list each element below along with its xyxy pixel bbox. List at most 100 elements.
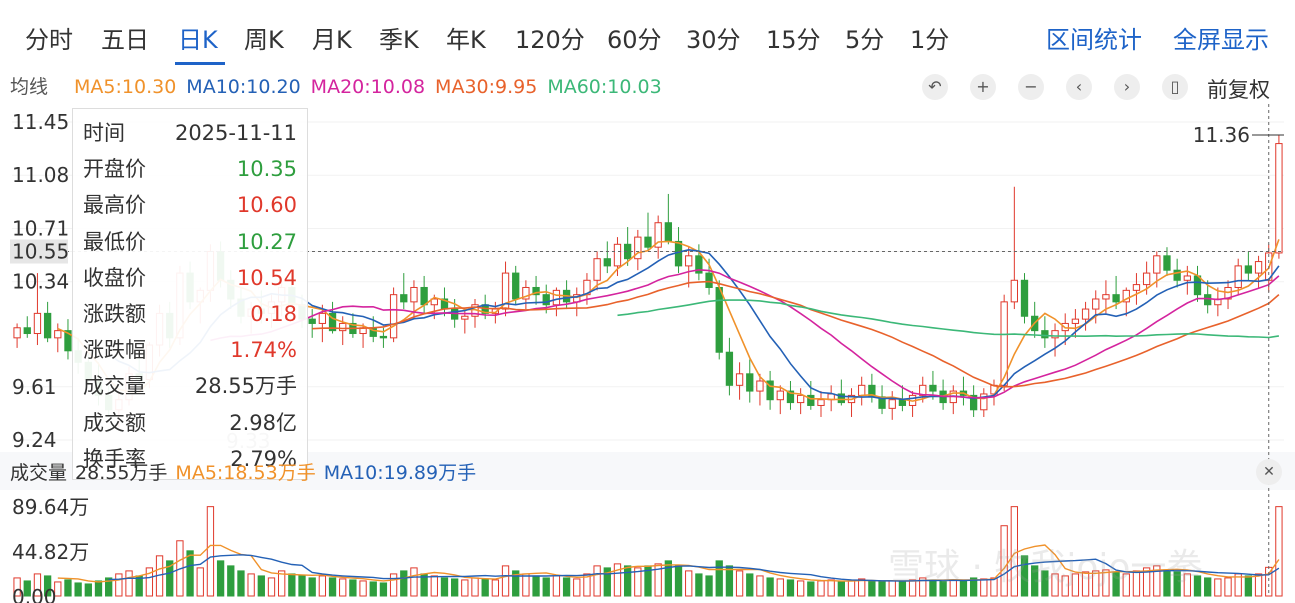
tooltip-row: 换手率 2.79% (83, 441, 297, 477)
price-tick-label: 10.71 (12, 216, 69, 240)
volume-bar (919, 577, 927, 597)
tab-8[interactable]: 120分 (515, 26, 585, 54)
candle-body (1041, 330, 1049, 339)
candle-body (725, 351, 734, 386)
tooltip-value: 1.74% (230, 338, 297, 363)
chevron-left-icon[interactable]: ‹ (1066, 74, 1092, 100)
tooltip-row: 开盘价 10.35 (83, 151, 297, 187)
candle-icon[interactable]: ▯ (1162, 74, 1188, 100)
volume-bar (1153, 565, 1161, 597)
volume-bar (481, 578, 489, 597)
candle-body (328, 312, 337, 332)
tab-3[interactable]: 日K (178, 26, 218, 54)
tab-2[interactable]: 五日 (101, 26, 149, 54)
volume-tick-label: 0.00 (12, 585, 57, 603)
tab-1[interactable]: 分时 (25, 26, 73, 54)
range-stats-link[interactable]: 区间统计 (1046, 26, 1142, 54)
volume-bar (542, 577, 550, 597)
volume-bar (33, 573, 42, 597)
candle-body (33, 312, 42, 335)
candle-body (13, 327, 21, 339)
last-price-label: 11.36 (1193, 123, 1250, 147)
volume-bar (461, 579, 469, 597)
zoom-out-icon[interactable]: − (1018, 74, 1044, 100)
volume-bar (216, 560, 225, 597)
period-tab-bar: 分时 五日 日K 周K 月K 季K 年K 120分 60分 30分 15分 5分 1分 (0, 0, 1295, 74)
volume-bar (1224, 577, 1232, 597)
volume-bar (369, 581, 377, 597)
ma-legend-item: MA60:10.03 (547, 76, 662, 98)
tab-13[interactable]: 1分 (910, 26, 950, 54)
volume-bar (430, 575, 438, 597)
volume-bar (522, 573, 530, 597)
candle-body (980, 393, 988, 411)
volume-bar (206, 506, 215, 597)
tab-11[interactable]: 15分 (766, 26, 821, 54)
volume-tick-label: 44.82万 (12, 540, 89, 564)
tab-7[interactable]: 年K (446, 26, 486, 54)
candle-body (461, 315, 469, 320)
candle-body (542, 294, 550, 306)
volume-bar (145, 567, 154, 597)
tooltip-row: 最低价 10.27 (83, 224, 297, 260)
volume-bar (64, 579, 72, 597)
tab-4[interactable]: 周K (244, 26, 284, 54)
volume-bar (796, 580, 805, 597)
price-tick-label: 9.24 (12, 428, 57, 452)
tooltip-row: 收盘价 10.54 (83, 260, 297, 296)
candle-body (888, 399, 896, 409)
ma-legend-item: MA30:9.95 (435, 76, 538, 98)
candle-body (1092, 298, 1100, 310)
fullscreen-link[interactable]: 全屏显示 (1173, 26, 1269, 54)
active-tab-underline (175, 62, 225, 65)
volume-ma5-line (57, 544, 1280, 583)
tooltip-value: 28.55万手 (194, 374, 297, 399)
candle-body (23, 327, 31, 335)
tooltip-label: 时间 (83, 121, 125, 145)
tab-10[interactable]: 30分 (686, 26, 741, 54)
candle-body (1102, 294, 1110, 300)
volume-bar (807, 581, 815, 597)
candle-body (776, 390, 784, 401)
candle-body (766, 380, 774, 401)
tab-5[interactable]: 月K (312, 26, 352, 54)
volume-bar (969, 577, 978, 597)
candle-body (644, 236, 652, 248)
candle-body (837, 393, 845, 404)
zoom-in-icon[interactable]: + (970, 74, 996, 100)
volume-bar (339, 578, 347, 597)
volume-bar (278, 570, 286, 597)
tab-9[interactable]: 60分 (607, 26, 662, 54)
tooltip-label: 成交额 (83, 410, 146, 435)
tooltip-row: 涨跌幅 1.74% (83, 332, 297, 368)
volume-bar (115, 573, 123, 597)
candle-body (410, 286, 418, 303)
adjust-mode-button[interactable]: 前复权 (1207, 78, 1270, 102)
candle-body (512, 272, 520, 300)
volume-bar (898, 581, 907, 597)
crosshair-price-box (10, 239, 68, 264)
tab-12[interactable]: 5分 (845, 26, 885, 54)
chevron-right-icon[interactable]: › (1114, 74, 1140, 100)
candle-body (420, 286, 428, 306)
close-icon[interactable]: ✕ (1256, 459, 1282, 485)
volume-bar (573, 578, 581, 597)
candle-body (654, 222, 662, 248)
candle-body (613, 243, 622, 267)
volume-bar (43, 575, 52, 597)
candle-body (603, 258, 611, 267)
volume-bar (583, 573, 591, 597)
tooltip-value: 10.54 (236, 265, 297, 290)
candle-body (532, 286, 540, 296)
undo-icon[interactable]: ↶ (922, 74, 948, 100)
volume-bar (1122, 573, 1130, 597)
volume-bar (1102, 569, 1110, 597)
ma-legend: 均线 MA5:10.30 MA10:10.20 MA20:10.08 MA30:9.95… (10, 72, 672, 98)
tooltip-value: 2025-11-11 (174, 121, 297, 145)
tooltip-value: 2.79% (230, 446, 297, 471)
tab-6[interactable]: 季K (379, 26, 419, 54)
volume-bar (410, 567, 418, 597)
candle-body (807, 394, 815, 406)
candle-body (746, 373, 754, 392)
price-tick-label: 11.45 (12, 110, 69, 134)
